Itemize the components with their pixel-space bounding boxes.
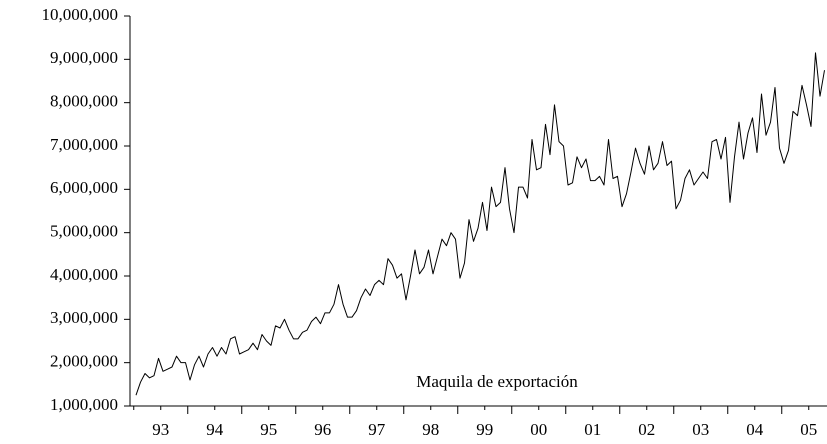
y-tick-label: 6,000,000 (50, 178, 118, 197)
y-tick-label: 3,000,000 (50, 308, 118, 327)
y-tick-label: 8,000,000 (50, 92, 118, 111)
x-tick-label: 97 (368, 420, 386, 439)
y-tick-label: 7,000,000 (50, 135, 118, 154)
annotation: Maquila de exportación (416, 372, 578, 391)
x-tick-label: 04 (746, 420, 764, 439)
x-tick-label: 05 (800, 420, 817, 439)
x-tick-label: 94 (206, 420, 224, 439)
y-tick-label: 4,000,000 (50, 265, 118, 284)
x-tick-label: 99 (476, 420, 493, 439)
x-tick-label: 95 (260, 420, 277, 439)
x-tick-label: 03 (692, 420, 709, 439)
x-tick-label: 01 (584, 420, 601, 439)
y-tick-label: 2,000,000 (50, 352, 118, 371)
x-tick-label: 93 (152, 420, 169, 439)
y-tick-label: 9,000,000 (50, 48, 118, 67)
x-tick-label: 02 (638, 420, 655, 439)
y-tick-label: 1,000,000 (50, 395, 118, 414)
x-tick-label: 00 (530, 420, 547, 439)
y-tick-label: 5,000,000 (50, 222, 118, 241)
x-tick-label: 96 (314, 420, 331, 439)
data-line (135, 52, 825, 396)
x-tick-label: 98 (422, 420, 439, 439)
y-tick-label: 10,000,000 (42, 5, 119, 24)
